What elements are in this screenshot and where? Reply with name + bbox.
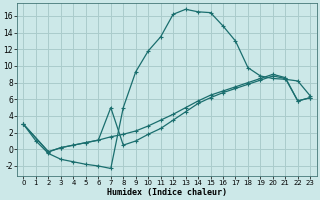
X-axis label: Humidex (Indice chaleur): Humidex (Indice chaleur) — [107, 188, 227, 197]
